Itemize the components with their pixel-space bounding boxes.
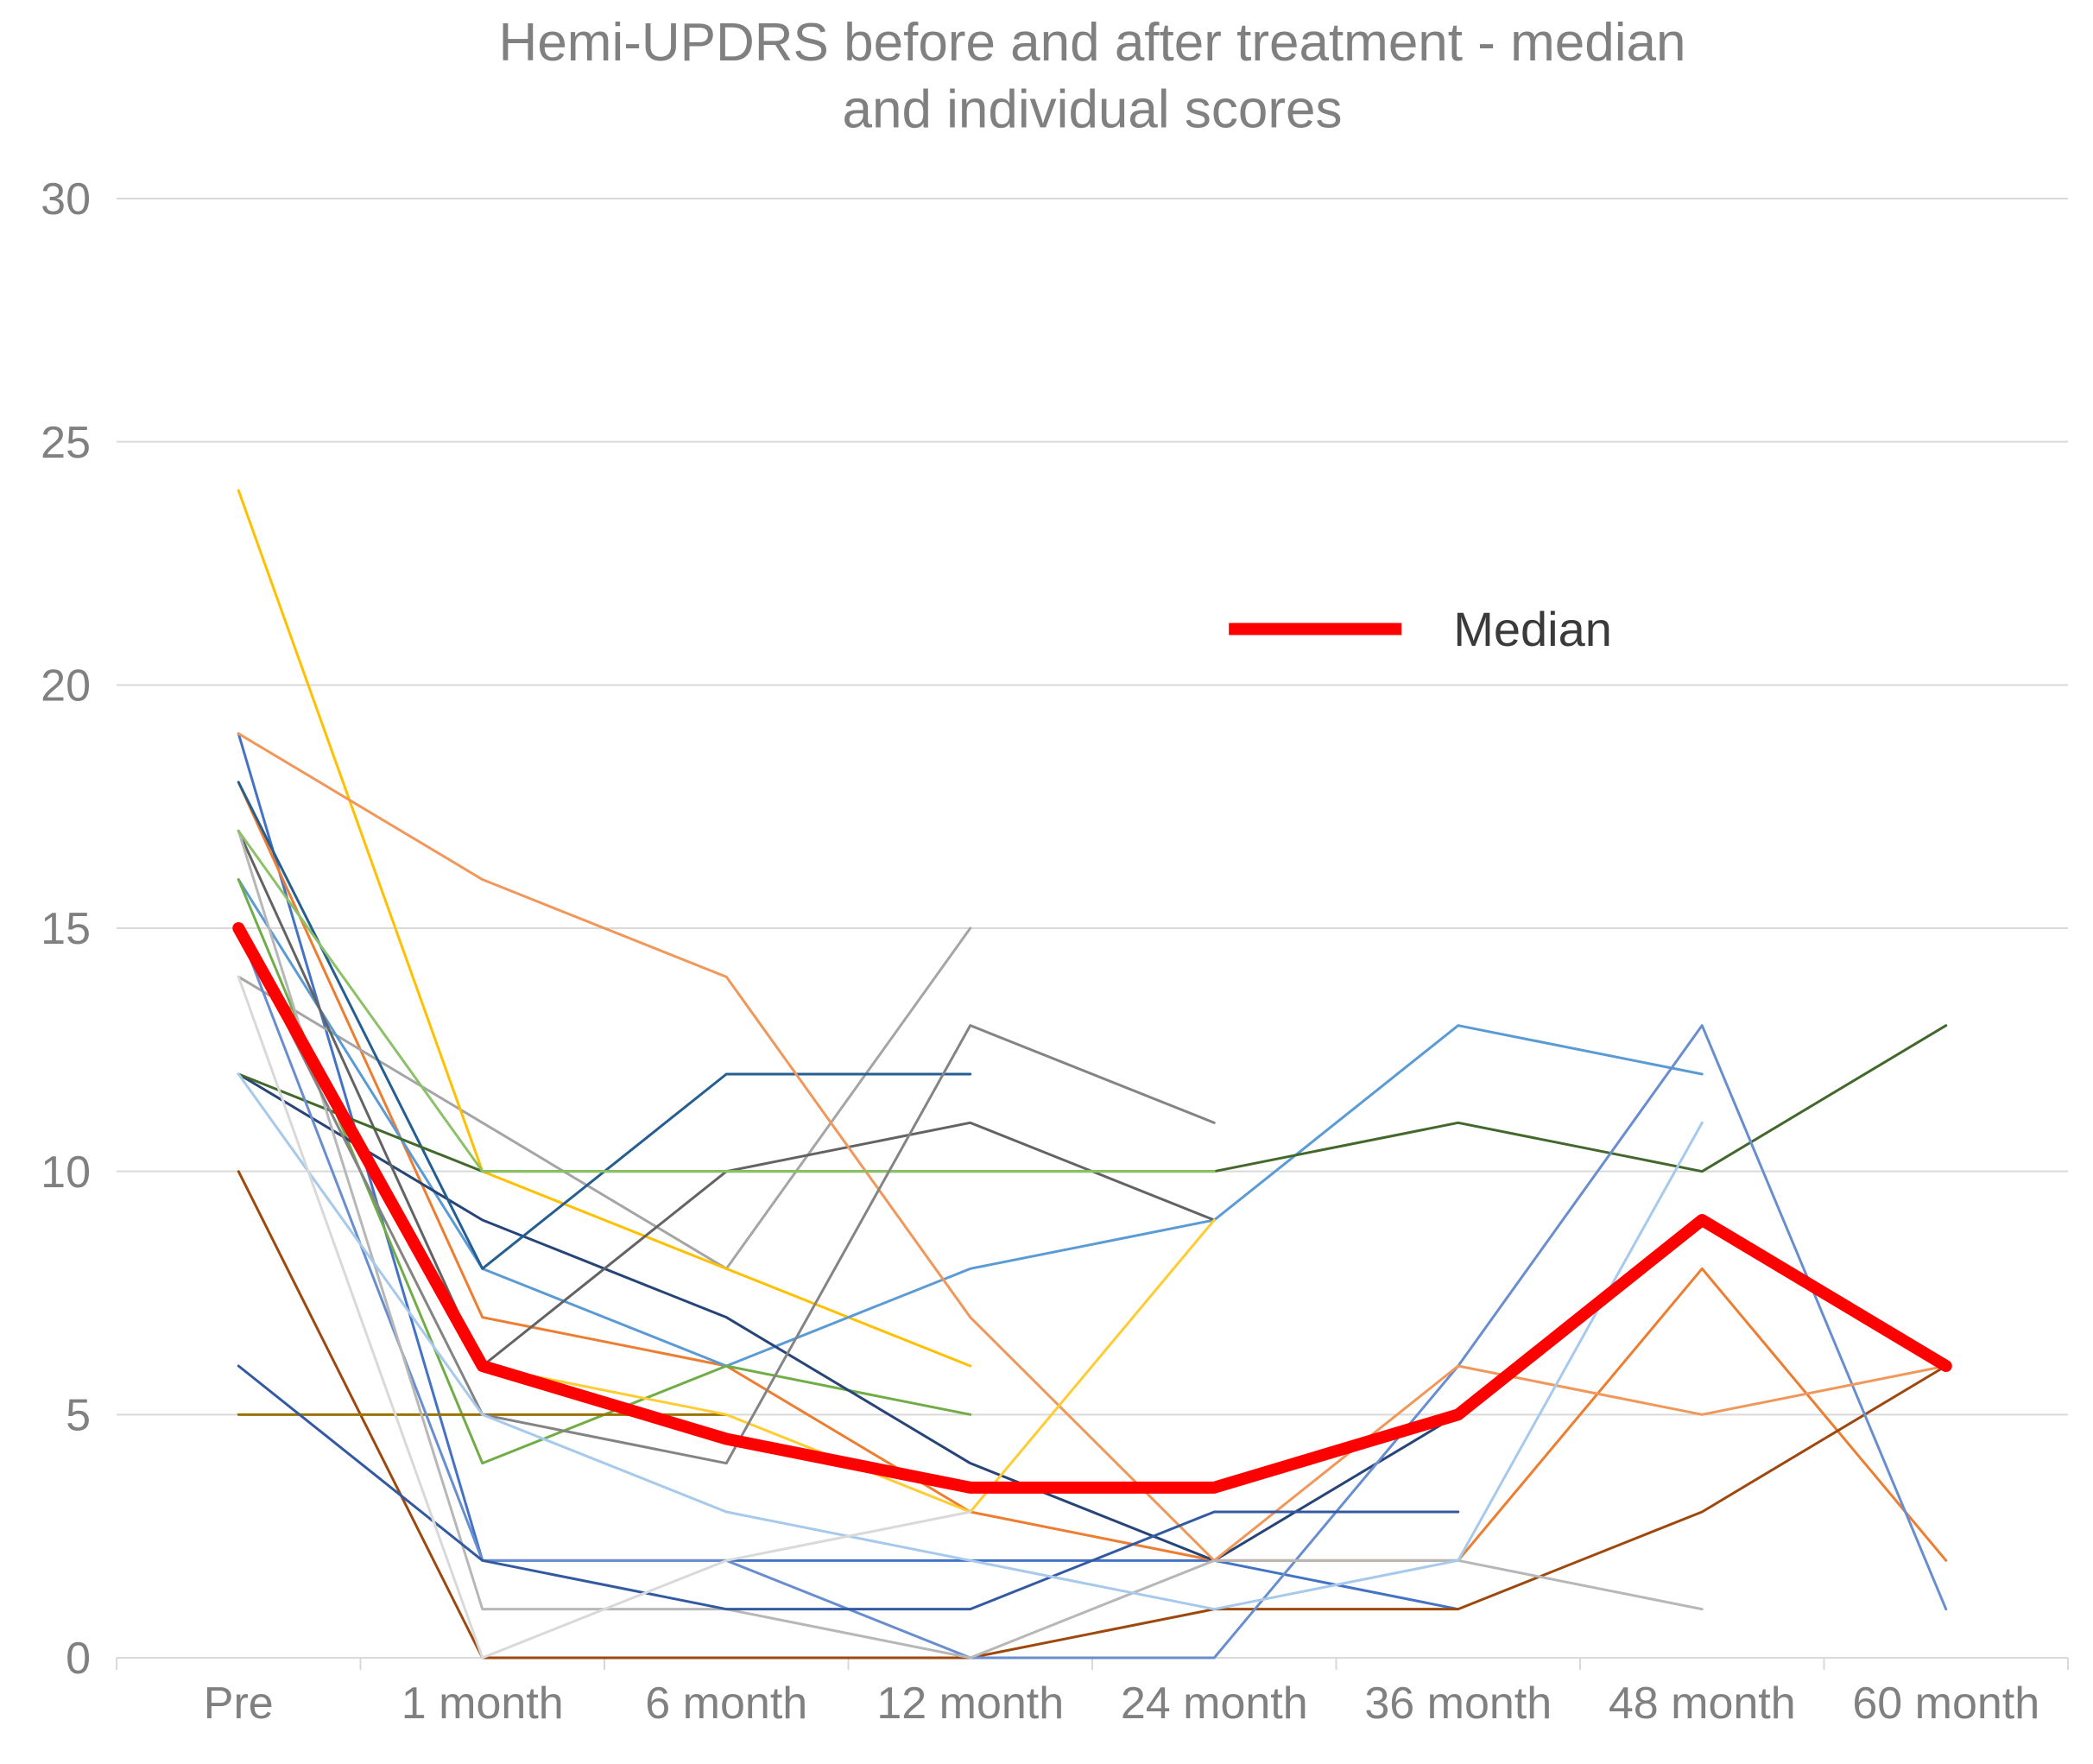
y-tick-label: 10	[41, 1148, 91, 1198]
x-tick-label: 24 month	[1121, 1679, 1308, 1729]
y-tick-label: 5	[66, 1391, 91, 1441]
y-tick-label: 25	[41, 418, 91, 468]
x-tick-label: 12 month	[876, 1679, 1064, 1729]
y-tick-label: 0	[66, 1634, 91, 1684]
legend-label: Median	[1453, 602, 1612, 656]
x-tick-label: 6 month	[645, 1679, 807, 1729]
y-tick-label: 20	[41, 661, 91, 711]
x-tick-label: 48 month	[1609, 1679, 1796, 1729]
y-tick-label: 15	[41, 904, 91, 954]
x-tick-label: Pre	[204, 1679, 274, 1729]
chart-title-line1: Hemi-UPDRS before and after treatment - …	[499, 13, 1686, 73]
y-tick-label: 30	[41, 174, 91, 224]
x-tick-label: 1 month	[402, 1679, 564, 1729]
x-tick-label: 36 month	[1364, 1679, 1552, 1729]
chart-title-line2: and individual scores	[842, 80, 1342, 140]
x-tick-label: 60 month	[1852, 1679, 2039, 1729]
chart-bg	[0, 0, 2093, 1764]
line-chart: Hemi-UPDRS before and after treatment - …	[0, 0, 2093, 1764]
chart-container: Hemi-UPDRS before and after treatment - …	[0, 0, 2093, 1764]
